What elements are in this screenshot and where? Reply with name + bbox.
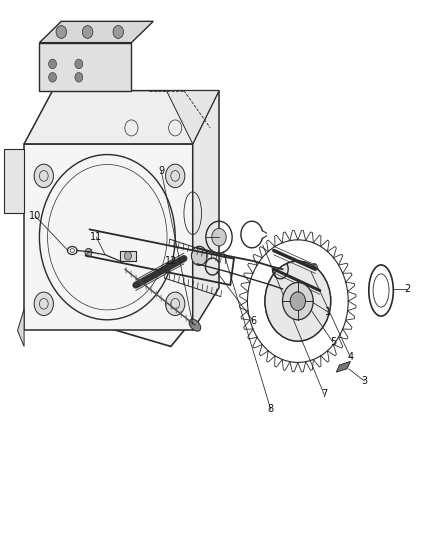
Text: 4: 4: [347, 352, 353, 362]
Circle shape: [166, 292, 185, 316]
Text: 6: 6: [250, 316, 256, 326]
Text: 12: 12: [165, 256, 177, 266]
Circle shape: [75, 59, 83, 69]
Text: 9: 9: [158, 166, 164, 175]
Circle shape: [34, 292, 53, 316]
Text: 5: 5: [330, 337, 336, 347]
Circle shape: [56, 26, 67, 38]
Circle shape: [290, 292, 306, 310]
Polygon shape: [4, 149, 24, 213]
Circle shape: [191, 246, 207, 265]
Circle shape: [166, 164, 185, 188]
Polygon shape: [336, 361, 350, 372]
Polygon shape: [120, 251, 136, 261]
Polygon shape: [24, 91, 219, 144]
Polygon shape: [193, 91, 219, 330]
Circle shape: [212, 228, 226, 246]
Circle shape: [124, 252, 131, 260]
Text: 2: 2: [404, 284, 410, 294]
Text: 10: 10: [29, 211, 41, 221]
Polygon shape: [39, 21, 153, 43]
Text: 7: 7: [321, 390, 327, 399]
Polygon shape: [26, 117, 206, 346]
Polygon shape: [39, 43, 131, 91]
Circle shape: [283, 282, 313, 320]
Text: 8: 8: [268, 405, 274, 414]
Circle shape: [75, 72, 83, 82]
Polygon shape: [18, 309, 24, 346]
Ellipse shape: [189, 319, 201, 331]
Circle shape: [82, 26, 93, 38]
Circle shape: [49, 59, 57, 69]
Polygon shape: [24, 144, 193, 330]
Polygon shape: [166, 91, 219, 144]
Circle shape: [113, 26, 124, 38]
Ellipse shape: [313, 263, 318, 275]
Text: 11: 11: [90, 232, 102, 242]
Text: 3: 3: [361, 376, 367, 386]
Ellipse shape: [317, 285, 322, 296]
Circle shape: [49, 72, 57, 82]
Polygon shape: [265, 261, 331, 341]
Text: 1: 1: [325, 307, 331, 317]
Circle shape: [34, 164, 53, 188]
Circle shape: [85, 248, 92, 257]
